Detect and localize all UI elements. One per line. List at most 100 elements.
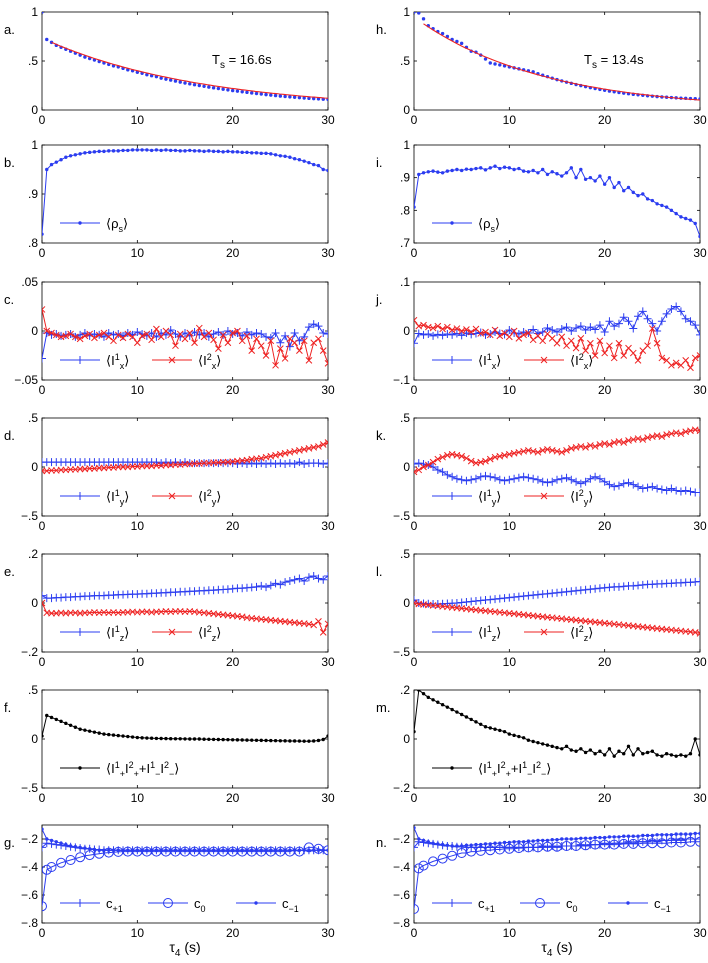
data-point bbox=[507, 166, 512, 170]
data-point bbox=[557, 325, 566, 334]
legend-entry: ⟨I1y⟩ bbox=[60, 488, 129, 507]
data-point bbox=[555, 172, 559, 176]
data-point bbox=[698, 234, 700, 239]
data-point bbox=[455, 39, 459, 44]
data-point bbox=[440, 842, 445, 847]
data-point bbox=[520, 331, 527, 339]
plot-area bbox=[414, 826, 700, 914]
data-point bbox=[42, 467, 46, 475]
x-tick-label: 10 bbox=[503, 519, 517, 533]
data-point bbox=[42, 901, 47, 912]
data-point bbox=[636, 834, 640, 838]
data-point bbox=[488, 726, 492, 730]
legend-marker bbox=[78, 766, 82, 770]
data-point bbox=[76, 465, 84, 473]
x-tick-label: 20 bbox=[598, 926, 612, 940]
data-point bbox=[75, 852, 86, 863]
data-point bbox=[574, 837, 578, 841]
data-point bbox=[59, 158, 63, 162]
data-point bbox=[583, 177, 588, 181]
y-tick-label: 0 bbox=[31, 732, 38, 746]
x-tick-label: 10 bbox=[503, 791, 517, 805]
data-point bbox=[90, 329, 99, 338]
data-point bbox=[431, 841, 435, 845]
data-point bbox=[684, 754, 688, 758]
data-point bbox=[202, 149, 206, 154]
data-point bbox=[319, 441, 327, 448]
data-point bbox=[315, 335, 322, 343]
legend-label: c−1 bbox=[282, 896, 299, 914]
data-point bbox=[200, 459, 208, 467]
data-point bbox=[288, 155, 292, 159]
legend-entry: c+1 bbox=[432, 896, 495, 914]
data-point bbox=[221, 737, 225, 742]
data-point bbox=[145, 848, 149, 852]
y-tick-label: −.4 bbox=[21, 860, 38, 874]
data-point bbox=[291, 339, 298, 347]
data-point bbox=[581, 842, 590, 850]
x-tick-label: 30 bbox=[693, 246, 707, 260]
data-point bbox=[539, 337, 547, 345]
data-point bbox=[278, 154, 283, 158]
plot-area bbox=[414, 577, 700, 637]
data-point bbox=[178, 737, 182, 741]
legend-marker bbox=[450, 766, 454, 770]
data-point bbox=[643, 314, 652, 323]
data-point bbox=[639, 436, 647, 443]
data-point bbox=[414, 205, 416, 209]
data-point bbox=[119, 608, 127, 616]
data-point bbox=[695, 836, 700, 847]
data-point bbox=[295, 458, 304, 467]
data-point bbox=[154, 848, 159, 852]
data-point bbox=[173, 737, 178, 741]
x-tick-label: 10 bbox=[503, 383, 517, 397]
data-point bbox=[316, 163, 321, 168]
data-point bbox=[105, 464, 113, 471]
data-point bbox=[188, 148, 192, 153]
data-point bbox=[475, 845, 486, 856]
plot-area bbox=[42, 713, 328, 743]
data-point bbox=[660, 833, 664, 837]
data-point bbox=[138, 608, 146, 616]
legend-marker bbox=[76, 492, 84, 500]
x-tick-label: 0 bbox=[411, 655, 418, 669]
y-tick-label: .5 bbox=[400, 54, 410, 68]
data-point bbox=[588, 175, 593, 180]
data-point bbox=[65, 855, 76, 865]
data-point bbox=[42, 827, 44, 831]
data-point bbox=[321, 848, 325, 852]
x-tick-label: 30 bbox=[321, 246, 335, 260]
legend-entry: ⟨I2x⟩ bbox=[152, 352, 221, 371]
series-line bbox=[414, 165, 700, 237]
data-point bbox=[86, 330, 94, 338]
data-point bbox=[262, 332, 271, 341]
data-point bbox=[140, 848, 144, 852]
data-point bbox=[245, 150, 249, 155]
y-tick-label: .8 bbox=[400, 203, 410, 217]
data-point bbox=[164, 148, 168, 152]
data-point bbox=[447, 850, 458, 861]
data-point bbox=[596, 337, 604, 345]
data-point bbox=[569, 837, 573, 841]
data-point bbox=[297, 158, 302, 162]
data-point bbox=[154, 736, 159, 741]
data-point bbox=[84, 850, 95, 861]
legend-label: ⟨I2x⟩ bbox=[198, 352, 221, 371]
data-point bbox=[421, 171, 426, 175]
data-point bbox=[153, 462, 160, 469]
data-point bbox=[600, 327, 609, 336]
data-point bbox=[580, 840, 591, 851]
data-point bbox=[421, 17, 426, 21]
data-point bbox=[477, 330, 485, 337]
data-point bbox=[78, 727, 82, 731]
data-point bbox=[319, 347, 327, 354]
y-tick-label: −.2 bbox=[393, 781, 410, 795]
data-point bbox=[257, 342, 265, 350]
data-point bbox=[696, 330, 700, 339]
data-point bbox=[281, 460, 290, 469]
data-point bbox=[560, 747, 564, 751]
y-tick-label: −.05 bbox=[14, 373, 38, 387]
data-point bbox=[254, 91, 259, 96]
data-point bbox=[634, 312, 643, 321]
legend-marker bbox=[168, 492, 176, 500]
